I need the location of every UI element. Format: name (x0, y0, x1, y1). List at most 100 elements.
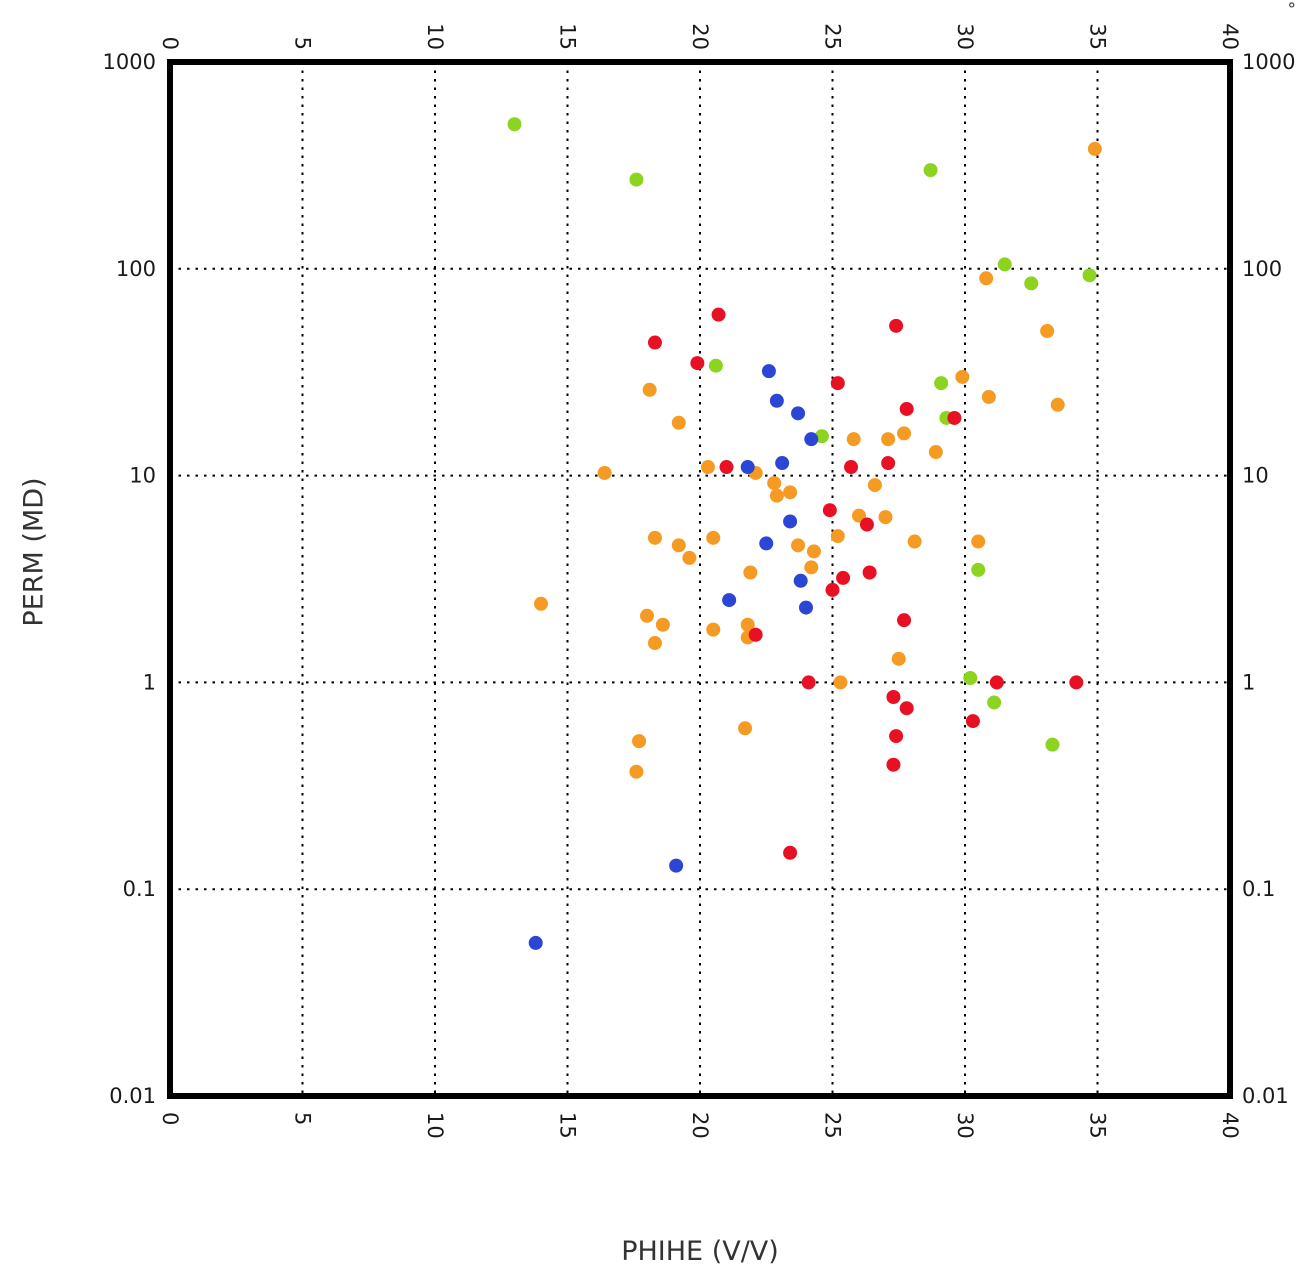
y-tick-label-right: 1 (1242, 670, 1255, 694)
data-point-orange (647, 636, 662, 651)
x-tick-label-bottom: 10 (423, 1112, 447, 1139)
data-point-red (889, 318, 904, 333)
data-point-red (862, 565, 877, 580)
data-point-blue (722, 593, 737, 608)
data-point-red (1069, 675, 1084, 690)
data-point-blue (804, 432, 819, 447)
data-point-orange (738, 721, 753, 736)
x-tick-label-bottom: 15 (556, 1112, 580, 1139)
x-tick-label-bottom: 0 (158, 1112, 182, 1125)
data-point-orange (629, 764, 644, 779)
data-point-orange (769, 488, 784, 503)
plot-frame (167, 59, 1233, 1099)
data-point-red (859, 517, 874, 532)
x-tick-label-top: 35 (1086, 23, 1110, 50)
data-point-blue (775, 456, 790, 471)
data-point-orange (806, 544, 821, 559)
data-point-orange (1050, 397, 1065, 412)
x-tick-label-top: 10 (423, 23, 447, 50)
data-point-red (711, 307, 726, 322)
data-point-red (825, 582, 840, 597)
data-point-orange (791, 538, 806, 553)
x-tick-label-bottom: 30 (953, 1112, 977, 1139)
x-tick-label-top: 5 (291, 37, 315, 50)
data-point-orange (830, 529, 845, 544)
data-point-red (899, 401, 914, 416)
data-point-blue (769, 393, 784, 408)
data-point-orange (833, 675, 848, 690)
x-tick-label-bottom: 5 (291, 1112, 315, 1125)
data-point-red (947, 410, 962, 425)
data-point-orange (867, 478, 882, 493)
data-point-orange (671, 415, 686, 430)
x-tick-label-bottom: 25 (821, 1112, 845, 1139)
x-tick-label-top: 15 (556, 23, 580, 50)
data-point-orange (700, 460, 715, 475)
y-tick-label-right: 0.1 (1242, 877, 1275, 901)
x-axis-title: PHIHE (V/V) (621, 1236, 779, 1267)
data-point-green (629, 172, 644, 187)
data-point-green (987, 695, 1002, 710)
data-point-orange (682, 550, 697, 565)
data-point-orange (671, 538, 686, 553)
x-tick-label-top: 25 (821, 23, 845, 50)
data-point-blue (783, 514, 798, 529)
data-point-red (719, 460, 734, 475)
data-point-red (647, 335, 662, 350)
data-point-orange (955, 369, 970, 384)
data-point-orange (846, 432, 861, 447)
y-tick-label-left: 100 (116, 257, 156, 281)
data-point-red (748, 627, 763, 642)
data-point-red (889, 729, 904, 744)
data-point-blue (740, 460, 755, 475)
data-point-orange (897, 426, 912, 441)
y-tick-label-right: 1000 (1242, 50, 1295, 74)
data-point-green (971, 562, 986, 577)
data-point-orange (878, 510, 893, 525)
x-tick-label-top: 40 (1218, 23, 1242, 50)
data-point-red (844, 460, 859, 475)
data-point-green (814, 429, 829, 444)
data-point-blue (793, 573, 808, 588)
data-point-green (1082, 268, 1097, 283)
data-point-orange (891, 651, 906, 666)
data-point-green (1045, 737, 1060, 752)
data-point-orange (1087, 141, 1102, 156)
y-tick-label-right: 0.01 (1242, 1084, 1289, 1108)
data-point-orange (907, 534, 922, 549)
data-point-green (963, 671, 978, 686)
x-tick-label-top: 30 (953, 23, 977, 50)
data-point-orange (1040, 324, 1055, 339)
x-tick-label-top: 20 (688, 23, 712, 50)
x-tick-label-bottom: 35 (1086, 1112, 1110, 1139)
data-point-red (801, 675, 816, 690)
data-point-green (708, 358, 723, 373)
data-point-red (897, 613, 912, 628)
y-tick-label-left: 1 (143, 670, 156, 694)
data-point-orange (981, 389, 996, 404)
data-point-orange (979, 271, 994, 286)
data-point-red (965, 714, 980, 729)
y-tick-label-left: 1000 (103, 50, 156, 74)
data-point-green (507, 117, 522, 132)
x-tick-label-bottom: 20 (688, 1112, 712, 1139)
data-point-orange (881, 432, 896, 447)
data-point-green (1024, 276, 1039, 291)
data-point-red (886, 757, 901, 772)
data-point-orange (740, 617, 755, 632)
data-point-red (822, 503, 837, 518)
data-point-blue (791, 406, 806, 421)
corner-mark: ° (1287, 0, 1297, 20)
y-axis-title: PERM (MD) (18, 477, 50, 627)
data-point-blue (669, 858, 684, 873)
data-point-red (830, 376, 845, 391)
data-point-orange (597, 465, 612, 480)
data-point-green (934, 376, 949, 391)
data-point-red (690, 356, 705, 371)
data-point-orange (783, 485, 798, 500)
data-point-red (989, 675, 1004, 690)
data-point-red (783, 845, 798, 860)
data-point-red (886, 689, 901, 704)
data-point-orange (642, 382, 657, 397)
